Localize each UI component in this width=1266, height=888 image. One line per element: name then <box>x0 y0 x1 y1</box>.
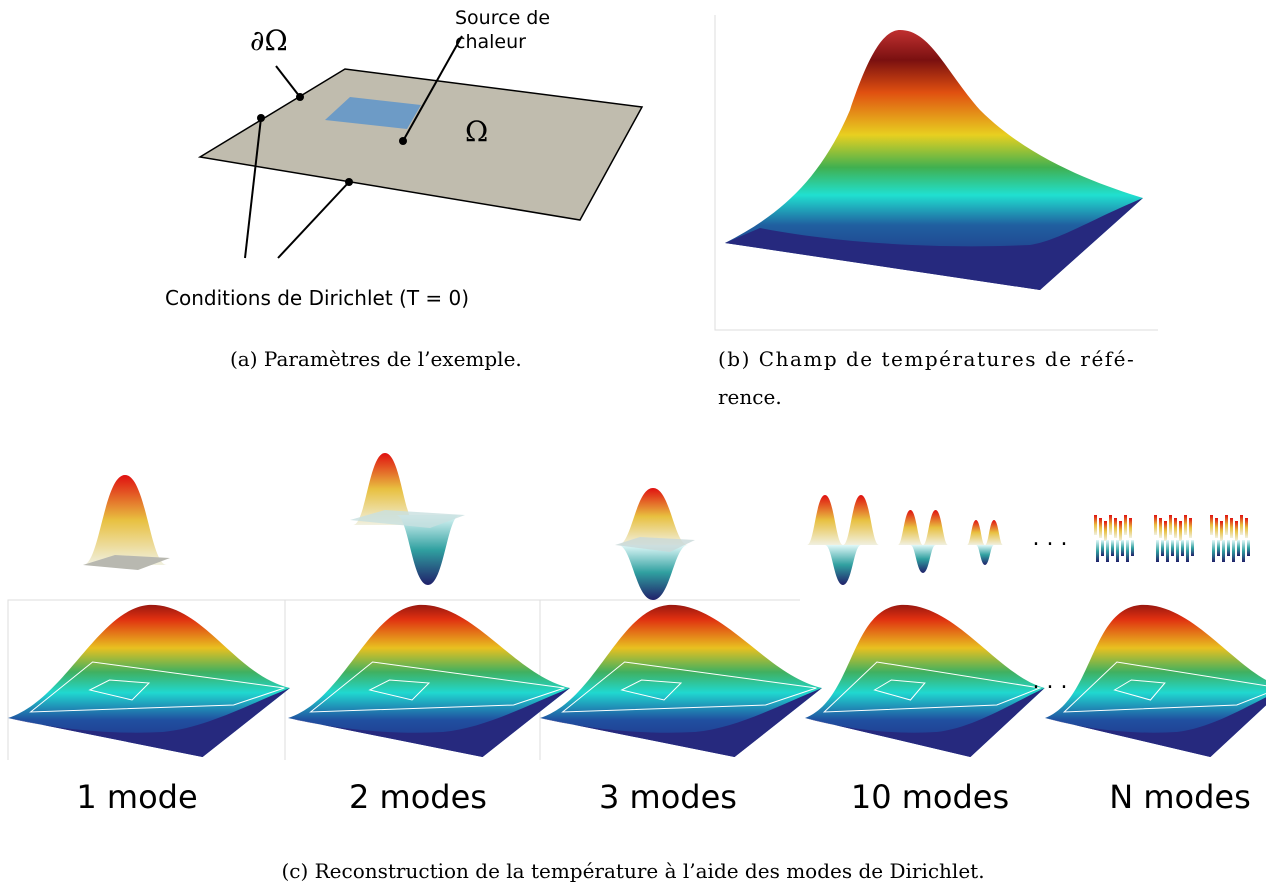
mode-spike <box>1109 515 1112 535</box>
caption: rence. <box>718 385 782 409</box>
mode-spike <box>1227 540 1230 556</box>
mode-spike <box>1240 515 1243 535</box>
mode-spike <box>1131 540 1134 556</box>
dirichlet-label: Conditions de Dirichlet (T = 0) <box>165 286 469 310</box>
caption: (a) Paramètres de l’exemple. <box>230 347 522 371</box>
mode-spike <box>1121 540 1124 556</box>
mode-spike <box>1191 540 1194 556</box>
mode-lobe <box>985 520 1003 545</box>
mode-label: 3 modes <box>599 778 737 816</box>
pointer-dot <box>257 114 265 122</box>
source-label: Source de <box>455 7 550 29</box>
mode-spike <box>1215 518 1218 538</box>
mode-spike <box>1119 521 1122 541</box>
mode-spike <box>1156 540 1159 562</box>
mode-spike <box>1237 540 1240 556</box>
mode-spike <box>1232 540 1235 562</box>
domain-plane <box>200 69 642 220</box>
mode-spike <box>1169 515 1172 535</box>
mode-spike <box>1222 540 1225 562</box>
mode-spike <box>1114 518 1117 538</box>
pointer-dot <box>345 178 353 186</box>
mode-spike <box>1104 521 1107 541</box>
mode-label: 10 modes <box>851 778 1009 816</box>
mode-spike <box>1186 540 1189 562</box>
mode-label: 1 mode <box>76 778 197 816</box>
ellipsis: . . . <box>1033 669 1068 694</box>
mode-spike <box>1101 540 1104 556</box>
mode-spike <box>1116 540 1119 562</box>
mode-lobe <box>910 545 935 573</box>
mode-lobe <box>898 510 923 545</box>
mode-spike <box>1096 540 1099 562</box>
mode-lobe <box>967 520 985 545</box>
mode-spike <box>1181 540 1184 556</box>
mode-spike <box>1164 521 1167 541</box>
mode-spike <box>1247 540 1250 556</box>
mode-spike <box>1212 540 1215 562</box>
mode-spike <box>1225 515 1228 535</box>
caption: (c) Reconstruction de la température à l… <box>281 859 984 883</box>
domain-label: Ω <box>465 115 488 148</box>
mode-spike <box>1099 518 1102 538</box>
mode-spike <box>1174 518 1177 538</box>
mode-spike <box>1189 518 1192 538</box>
mode-label: N modes <box>1109 778 1251 816</box>
mode-spike <box>1179 521 1182 541</box>
mode-lobe <box>618 545 688 600</box>
mode-spike <box>1126 540 1129 562</box>
mode-spike <box>1217 540 1220 556</box>
boundary-label: ∂Ω <box>250 24 288 57</box>
source-label: chaleur <box>455 31 526 53</box>
mode-label: 2 modes <box>349 778 487 816</box>
mode-spike <box>1129 518 1132 538</box>
mode-spike <box>1176 540 1179 562</box>
pointer-dot <box>296 93 304 101</box>
mode-spike <box>1184 515 1187 535</box>
mode-lobe <box>83 475 167 565</box>
mode-spike <box>1094 515 1097 535</box>
mode-spike <box>1210 515 1213 535</box>
modes-panel <box>8 453 1266 760</box>
mode-spike <box>1230 518 1233 538</box>
mode-lobe <box>923 510 948 545</box>
mode-lobe <box>618 488 688 545</box>
mode-spike <box>1166 540 1169 562</box>
pointer-line <box>276 66 300 97</box>
mode-spike <box>1171 540 1174 556</box>
pointer-line <box>278 182 349 258</box>
mode-spike <box>1161 540 1164 556</box>
mode-spike <box>1111 540 1114 556</box>
mode-spike <box>1124 515 1127 535</box>
mode-lobe <box>825 545 861 585</box>
mode-spike <box>1220 521 1223 541</box>
ellipsis: . . . <box>1033 526 1068 551</box>
mode-lobe <box>843 495 879 545</box>
figure: ∂Ω Source de chaleur Ω Conditions de Dir… <box>0 0 1266 888</box>
mode-spike <box>1106 540 1109 562</box>
mode-lobe <box>976 545 994 565</box>
mode-spike <box>1242 540 1245 562</box>
mode-spike <box>1159 518 1162 538</box>
pointer-dot <box>399 137 407 145</box>
mode-spike <box>1245 518 1248 538</box>
caption: (b) Champ de températures de réfé- <box>718 347 1135 371</box>
mode-spike <box>1154 515 1157 535</box>
mode-spike <box>1235 521 1238 541</box>
mode-lobe <box>807 495 843 545</box>
